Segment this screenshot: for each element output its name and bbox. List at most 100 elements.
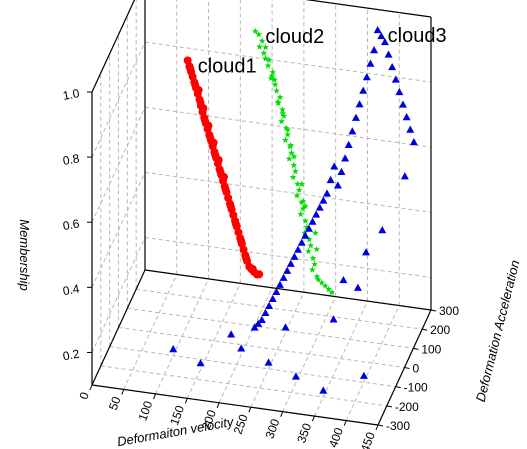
z-tick-label: 0.6 bbox=[62, 216, 81, 233]
x-tick-mark bbox=[184, 398, 188, 404]
x-tick-mark bbox=[311, 415, 315, 422]
cloud1-point bbox=[226, 202, 235, 211]
cloud2-point bbox=[293, 192, 301, 199]
y-tick-label: 200 bbox=[430, 323, 450, 337]
cloud3-point bbox=[341, 154, 350, 162]
cloud3-point bbox=[359, 371, 368, 379]
cloud2-point bbox=[325, 285, 332, 292]
cloud3-point bbox=[384, 50, 393, 58]
cloud2-point bbox=[287, 141, 294, 148]
y-tick-mark bbox=[404, 367, 410, 369]
cloud2-point bbox=[321, 282, 329, 289]
cloud3-point bbox=[237, 344, 246, 352]
grid-line-back-wall-z bbox=[144, 236, 432, 278]
grid-line-floor-x bbox=[186, 283, 241, 399]
cloud2-point bbox=[297, 210, 305, 218]
cloud2-point bbox=[262, 55, 269, 62]
cloud3-point bbox=[400, 172, 409, 180]
cloud2-point bbox=[295, 186, 303, 193]
cloud1-label: cloud1 bbox=[198, 56, 257, 78]
cloud3-point bbox=[283, 266, 292, 274]
cloud3-point bbox=[275, 280, 284, 288]
grid-line-left-wall-z bbox=[91, 172, 146, 288]
y-axis-label: Deformation Acceleration bbox=[473, 259, 523, 404]
y-tick-mark bbox=[430, 309, 437, 312]
y-tick-mark bbox=[413, 347, 419, 350]
cloud1-point bbox=[248, 264, 257, 273]
cloud3-point bbox=[333, 181, 342, 189]
cloud3-point bbox=[301, 231, 310, 239]
cloud2-point bbox=[269, 68, 277, 76]
cloud2-point bbox=[285, 155, 293, 162]
x-tick-mark bbox=[89, 384, 93, 391]
cloud3-point bbox=[291, 372, 300, 380]
cloud3-point bbox=[373, 25, 382, 34]
grid-line-back-wall-z bbox=[144, 41, 432, 83]
y-tick-mark bbox=[386, 405, 392, 408]
cloud3-point bbox=[399, 100, 408, 108]
cloud2-point bbox=[279, 106, 286, 113]
cloud2-point bbox=[265, 56, 273, 63]
z-tick-label: 0.4 bbox=[62, 281, 81, 298]
grid-line-left-wall-z bbox=[91, 237, 146, 353]
frame-edge bbox=[91, 0, 136, 93]
grid-layer bbox=[91, 0, 432, 426]
x-tick-label: 350 bbox=[294, 421, 314, 445]
cloud3-point bbox=[395, 87, 404, 96]
cloud1-point bbox=[204, 121, 213, 130]
cloud2-point bbox=[292, 168, 299, 175]
cloud3-point bbox=[257, 315, 266, 324]
cloud3-point bbox=[323, 189, 332, 197]
cloud3-point bbox=[227, 330, 236, 338]
cloud1-point bbox=[199, 104, 208, 113]
frame-edge bbox=[91, 269, 146, 386]
cloud1-point bbox=[186, 65, 195, 73]
cloud2-point bbox=[252, 27, 259, 34]
cloud3-point bbox=[196, 359, 205, 367]
cloud3-point bbox=[294, 245, 303, 253]
cloud2-point bbox=[318, 279, 326, 286]
cloud2-point bbox=[313, 245, 320, 253]
cloud2-point bbox=[301, 229, 308, 236]
cloud3-point bbox=[353, 283, 362, 291]
x-tick-mark bbox=[216, 402, 220, 408]
cloud3-point bbox=[370, 45, 379, 54]
grid-line-floor-x bbox=[345, 305, 400, 421]
x-tick-label: 400 bbox=[326, 425, 346, 449]
cloud1-point bbox=[255, 270, 264, 279]
z-tick-label: 0.8 bbox=[62, 151, 81, 168]
y-tick-mark bbox=[377, 424, 384, 427]
cloud2-point bbox=[256, 43, 263, 50]
cloud3-point bbox=[281, 323, 290, 331]
cloud2-point bbox=[289, 173, 297, 181]
grid-line-back-wall-z bbox=[144, 171, 432, 213]
cloud3-point bbox=[265, 301, 274, 310]
cloud2-point bbox=[271, 76, 278, 83]
cloud3-point bbox=[169, 345, 178, 353]
cloud1-point bbox=[219, 173, 228, 182]
cloud2-point bbox=[278, 118, 285, 125]
cloud2-point bbox=[282, 124, 290, 132]
cloud3-point bbox=[297, 238, 306, 246]
grid-line-floor-y bbox=[127, 307, 414, 349]
x-tick-mark bbox=[153, 393, 157, 400]
cloud2-point bbox=[299, 205, 307, 212]
cloud2-point bbox=[294, 180, 301, 187]
x-tick-mark bbox=[375, 424, 379, 431]
y-tick-mark bbox=[422, 328, 428, 331]
cloud3-point bbox=[279, 273, 288, 281]
cloud3-point bbox=[272, 287, 281, 295]
cloud1-point bbox=[196, 98, 205, 107]
grid-line-floor-y bbox=[136, 288, 423, 330]
frame-edge bbox=[144, 269, 432, 311]
x-tick-label: 300 bbox=[262, 417, 282, 441]
cloud3-point bbox=[319, 386, 328, 394]
cloud1-point bbox=[237, 236, 246, 245]
grid-line-floor-y bbox=[118, 327, 405, 368]
frame-edge bbox=[305, 0, 432, 18]
y-tick-label: 300 bbox=[439, 304, 459, 318]
cloud2-point bbox=[302, 202, 309, 210]
cloud1-point bbox=[242, 254, 251, 263]
cloud2-point bbox=[284, 126, 291, 133]
